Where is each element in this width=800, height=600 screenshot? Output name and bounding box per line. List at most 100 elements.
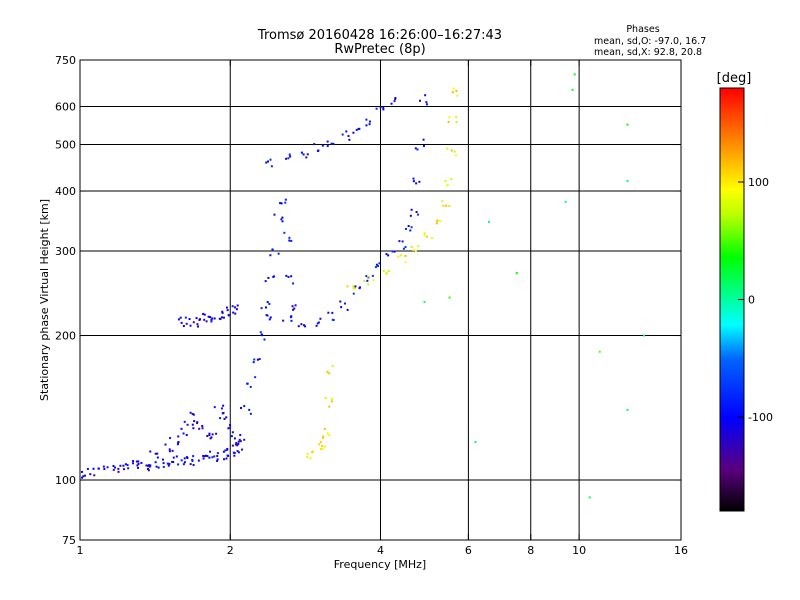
echo-point	[328, 434, 331, 437]
echo-point	[209, 316, 212, 319]
echo-point	[237, 440, 240, 443]
echo-point	[162, 462, 165, 465]
echo-points	[81, 73, 646, 499]
x-tick-label: 6	[465, 544, 472, 557]
echo-point	[292, 308, 295, 311]
echo-point	[239, 440, 242, 443]
echo-point	[147, 464, 150, 467]
echo-point	[196, 323, 199, 326]
echo-point	[302, 153, 305, 156]
echo-point	[216, 452, 219, 455]
echo-point	[271, 249, 274, 252]
echo-point	[448, 296, 451, 299]
echo-point	[161, 458, 164, 461]
echo-point	[186, 457, 189, 460]
phase-stats-header: Phases	[626, 24, 659, 35]
echo-point	[284, 198, 287, 201]
echo-point	[180, 321, 183, 324]
echo-point	[126, 464, 129, 467]
echo-point	[202, 312, 205, 315]
echo-point	[352, 131, 355, 134]
echo-point	[270, 165, 273, 168]
echo-point	[332, 319, 335, 322]
echo-point	[357, 128, 360, 131]
echo-point	[377, 265, 380, 268]
echo-point	[171, 449, 174, 452]
echo-point	[414, 147, 417, 150]
echo-point	[416, 148, 419, 151]
echo-point	[149, 450, 152, 453]
echo-point	[322, 435, 325, 438]
colorbar-tick-label: -100	[748, 411, 773, 424]
echo-point	[303, 324, 306, 327]
echo-point	[315, 324, 318, 327]
echo-point	[304, 325, 307, 328]
echo-point	[450, 149, 453, 152]
y-tick-label: 750	[55, 54, 76, 67]
echo-point	[122, 464, 125, 467]
echo-point	[254, 376, 257, 379]
echo-point	[208, 434, 211, 437]
echo-point	[385, 272, 388, 275]
echo-point	[149, 464, 152, 467]
echo-point	[82, 475, 85, 478]
echo-point	[83, 474, 86, 477]
echo-point	[227, 454, 230, 457]
echo-point	[412, 249, 415, 252]
echo-point	[422, 138, 425, 141]
echo-point	[450, 178, 453, 181]
echo-point	[441, 200, 444, 203]
echo-point	[233, 437, 236, 440]
echo-point	[401, 240, 404, 243]
echo-point	[171, 460, 174, 463]
echo-point	[287, 275, 290, 278]
echo-point	[239, 434, 242, 437]
echo-point	[417, 213, 420, 216]
echo-point	[213, 317, 216, 320]
echo-point	[122, 468, 125, 471]
echo-point	[277, 252, 280, 255]
echo-point	[365, 118, 368, 121]
echo-point	[140, 461, 143, 464]
echo-point	[222, 316, 225, 319]
echo-point	[293, 307, 296, 310]
echo-point	[290, 315, 293, 318]
echo-point	[177, 435, 180, 438]
echo-point	[189, 463, 192, 466]
echo-point	[348, 138, 351, 141]
echo-point	[280, 218, 283, 221]
echo-point	[414, 250, 417, 253]
colorbar-tick-label: 0	[748, 294, 755, 307]
y-tick-label: 400	[55, 185, 76, 198]
echo-point	[208, 432, 211, 435]
echo-point	[375, 107, 378, 110]
echo-point	[236, 450, 239, 453]
echo-point	[237, 451, 240, 454]
echo-point	[424, 94, 427, 97]
echo-point	[412, 177, 415, 180]
echo-point	[234, 312, 237, 315]
echo-point	[179, 316, 182, 319]
echo-point	[306, 453, 309, 456]
echo-point	[249, 412, 252, 415]
echo-point	[285, 157, 288, 160]
echo-point	[154, 452, 157, 455]
echo-point	[93, 474, 96, 477]
echo-point	[225, 416, 228, 419]
echo-point	[157, 466, 160, 469]
echo-point	[265, 306, 268, 309]
echo-point	[313, 143, 316, 146]
echo-point	[246, 382, 249, 385]
echo-point	[199, 318, 202, 321]
echo-point	[182, 325, 185, 328]
echo-point	[394, 98, 397, 101]
echo-point	[235, 308, 238, 311]
echo-point	[573, 73, 576, 76]
echo-point	[571, 88, 574, 91]
echo-point	[154, 461, 157, 464]
echo-point	[354, 287, 357, 290]
echo-point	[231, 444, 234, 447]
echo-point	[410, 208, 413, 211]
echo-point	[340, 306, 343, 309]
echo-point	[283, 231, 286, 234]
